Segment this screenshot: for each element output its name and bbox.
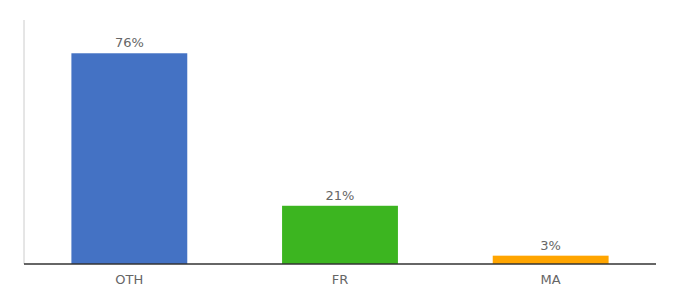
data-label: 21% bbox=[326, 188, 355, 203]
bar bbox=[282, 206, 398, 264]
bar bbox=[493, 256, 609, 264]
bars bbox=[71, 53, 608, 264]
x-tick-label: OTH bbox=[115, 272, 143, 287]
data-label: 3% bbox=[540, 238, 561, 253]
chart: 76% 21% 3% OTH FR MA bbox=[0, 0, 680, 300]
x-axis-line bbox=[24, 263, 656, 265]
data-label: 76% bbox=[115, 35, 144, 50]
bar bbox=[71, 53, 187, 264]
y-axis-line bbox=[24, 20, 25, 264]
x-tick-label: MA bbox=[541, 272, 561, 287]
chart-container: 76% 21% 3% OTH FR MA bbox=[0, 0, 680, 300]
x-tick-label: FR bbox=[332, 272, 349, 287]
